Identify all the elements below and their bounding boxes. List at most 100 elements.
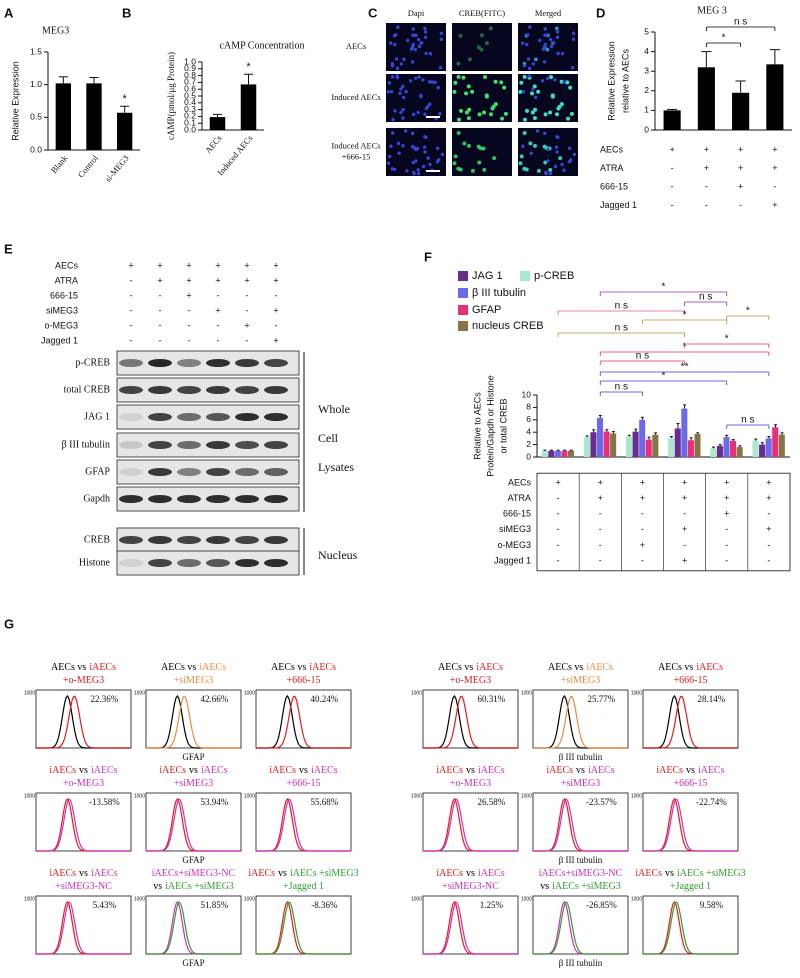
histogram-frame bbox=[422, 895, 519, 955]
nucleus-dot bbox=[421, 78, 425, 82]
nucleus-dot bbox=[533, 95, 538, 100]
micrograph bbox=[518, 23, 578, 71]
creb-dot bbox=[559, 79, 564, 84]
blot-band bbox=[264, 441, 288, 449]
bar bbox=[772, 427, 779, 457]
plot-title: iAECs vs iAECs bbox=[269, 765, 337, 776]
y-tick-label: 4 bbox=[644, 46, 649, 56]
creb-dot bbox=[483, 75, 488, 80]
nucleus-dot bbox=[553, 78, 557, 82]
blot-band bbox=[177, 413, 201, 421]
condition-mark: + bbox=[682, 477, 687, 487]
creb-dot bbox=[522, 131, 527, 136]
legend-swatch bbox=[458, 305, 468, 315]
y-tick-label: 0.6 bbox=[184, 83, 196, 93]
nucleus-dot bbox=[393, 167, 397, 172]
creb-dot bbox=[476, 45, 481, 50]
creb-dot bbox=[565, 80, 570, 85]
title-part: vs bbox=[466, 765, 475, 776]
condition-mark: + bbox=[772, 163, 777, 173]
condition-label: Jagged 1 bbox=[41, 335, 78, 345]
axis-top-label: 1000 bbox=[521, 690, 532, 696]
panel-letter: A bbox=[4, 5, 14, 20]
plot-title: iAECs vs iAECs +siMEG3 bbox=[248, 868, 358, 879]
band-label: GFAP bbox=[85, 466, 110, 477]
panel-letter: F bbox=[424, 249, 432, 264]
nucleus-dot bbox=[436, 85, 440, 90]
y-axis-label: or total CREB bbox=[498, 398, 508, 453]
histogram-curve bbox=[643, 798, 738, 852]
nucleus-dot bbox=[424, 135, 428, 140]
plot-title: +siMEG3-NC bbox=[55, 881, 112, 892]
bar bbox=[736, 447, 743, 457]
nucleus-dot bbox=[562, 80, 566, 84]
y-tick-label: 0 bbox=[644, 124, 649, 134]
bar bbox=[86, 83, 102, 150]
creb-dot bbox=[554, 112, 559, 117]
nucleus-dot bbox=[570, 65, 575, 70]
creb-dot bbox=[569, 111, 574, 116]
condition-mark: + bbox=[772, 144, 777, 154]
percent-label: 5.43% bbox=[93, 900, 117, 910]
title-part: +666-15 bbox=[674, 778, 708, 789]
column-header: Merged bbox=[535, 8, 562, 18]
plot-title: +666-15 bbox=[674, 778, 708, 789]
y-tick-label: 0.0 bbox=[184, 124, 196, 134]
axis-top-label: 1000 bbox=[631, 690, 642, 696]
group-label: Whole bbox=[318, 402, 350, 416]
blot-band bbox=[206, 559, 230, 567]
nucleus-dot bbox=[425, 104, 430, 109]
title-part: vs bbox=[665, 868, 674, 879]
title-part: iAECs bbox=[696, 662, 723, 673]
histogram-curve bbox=[533, 798, 628, 852]
blot-band bbox=[148, 386, 172, 394]
sig-label: n s bbox=[699, 292, 712, 303]
percent-label: 26.58% bbox=[478, 797, 506, 807]
bar bbox=[681, 408, 688, 457]
nucleus-dot bbox=[439, 31, 444, 36]
y-tick-label: 0.8 bbox=[184, 70, 196, 80]
y-tick-label: 0.2 bbox=[184, 111, 196, 121]
creb-dot bbox=[491, 104, 496, 109]
creb-dot bbox=[536, 168, 541, 173]
creb-dot bbox=[499, 80, 504, 85]
creb-dot bbox=[484, 94, 489, 99]
blot-band bbox=[148, 495, 172, 503]
legend-label: β III tubulin bbox=[472, 287, 526, 299]
bar bbox=[554, 450, 561, 457]
title-part: iAECs +siMEG3 bbox=[677, 868, 746, 879]
title-part: AECs vs bbox=[271, 662, 306, 673]
plot-title: iAECs vs iAECs bbox=[49, 765, 117, 776]
nucleus-dot bbox=[526, 57, 531, 61]
title-part: vs bbox=[278, 868, 287, 879]
nucleus-dot bbox=[410, 60, 415, 64]
condition-mark: - bbox=[599, 509, 602, 519]
axis-top-label: 1000 bbox=[521, 793, 532, 799]
condition-mark: + bbox=[215, 260, 220, 270]
y-tick-label: 1.0 bbox=[184, 56, 196, 66]
row-label: Induced AECs bbox=[331, 92, 380, 102]
nucleus-dot bbox=[396, 141, 401, 146]
plot-title: +666-15 bbox=[287, 675, 321, 686]
creb-dot bbox=[470, 168, 475, 173]
blot-band bbox=[148, 441, 172, 449]
plot-title: AECs vs iAECs bbox=[51, 662, 116, 673]
bar bbox=[765, 438, 772, 457]
nucleus-dot bbox=[552, 40, 556, 45]
condition-mark: - bbox=[739, 200, 742, 210]
creb-dot bbox=[533, 57, 538, 62]
creb-dot bbox=[518, 89, 523, 94]
condition-mark: - bbox=[725, 555, 728, 565]
condition-mark: + bbox=[157, 260, 162, 270]
condition-label: 666-15 bbox=[50, 290, 78, 300]
condition-mark: - bbox=[671, 163, 674, 173]
blot-band bbox=[235, 441, 259, 449]
blot-band bbox=[264, 386, 288, 394]
creb-dot bbox=[458, 167, 463, 172]
nucleus-dot bbox=[411, 160, 415, 165]
panel-letter: D bbox=[596, 5, 605, 20]
sig-label: * bbox=[662, 282, 666, 293]
title-part: +666-15 bbox=[287, 778, 321, 789]
condition-mark: - bbox=[188, 335, 191, 345]
